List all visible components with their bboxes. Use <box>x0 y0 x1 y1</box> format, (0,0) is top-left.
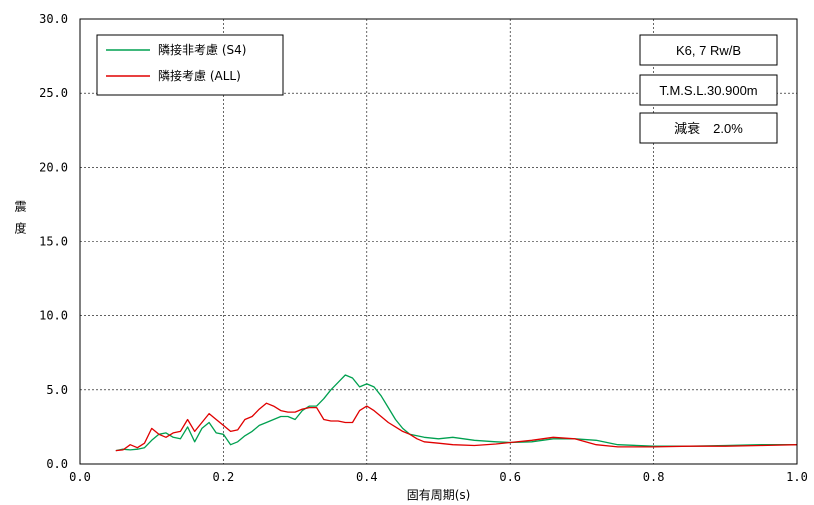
series-layer <box>115 374 798 452</box>
legend-label-s4: 隣接非考慮 (S4) <box>158 42 246 57</box>
x-tick-label: 0.2 <box>213 470 235 484</box>
legend: 隣接非考慮 (S4) 隣接考慮 (ALL) <box>96 34 284 96</box>
legend-box <box>96 34 284 96</box>
series-line-0 <box>115 374 797 452</box>
y-tick-label: 15.0 <box>39 235 68 249</box>
x-tick-label: 0.6 <box>499 470 521 484</box>
x-tick-label: 0.8 <box>643 470 665 484</box>
info-location-text: K6, 7 Rw/B <box>676 43 741 58</box>
x-axis-ticks: 0.0 0.2 0.4 0.6 0.8 1.0 <box>69 470 808 484</box>
x-tick-label: 0.0 <box>69 470 91 484</box>
x-axis-label: 固有周期(s) <box>407 488 471 502</box>
info-box-damping <box>639 112 778 144</box>
y-tick-label: 0.0 <box>46 457 68 471</box>
info-elevation-text: T.M.S.L.30.900m <box>659 83 757 98</box>
info-box-elevation <box>639 74 778 106</box>
y-axis-label: 震度 <box>13 200 27 244</box>
x-tick-label: 1.0 <box>786 470 808 484</box>
y-tick-label: 10.0 <box>39 309 68 323</box>
legend-label-all: 隣接考慮 (ALL) <box>158 68 241 83</box>
y-tick-label: 30.0 <box>39 12 68 26</box>
y-tick-label: 25.0 <box>39 86 68 100</box>
y-axis-ticks: 0.0 5.0 10.0 15.0 20.0 25.0 30.0 <box>39 12 68 471</box>
info-box-location <box>639 34 778 66</box>
info-boxes: K6, 7 Rw/B T.M.S.L.30.900m 減衰 2.0% <box>639 34 778 144</box>
y-tick-label: 20.0 <box>39 160 68 174</box>
info-damping-text: 減衰 2.0% <box>674 121 743 136</box>
y-tick-label: 5.0 <box>46 383 68 397</box>
plot-frame <box>79 18 798 465</box>
x-tick-label: 0.4 <box>356 470 378 484</box>
series-line-1 <box>115 402 798 452</box>
